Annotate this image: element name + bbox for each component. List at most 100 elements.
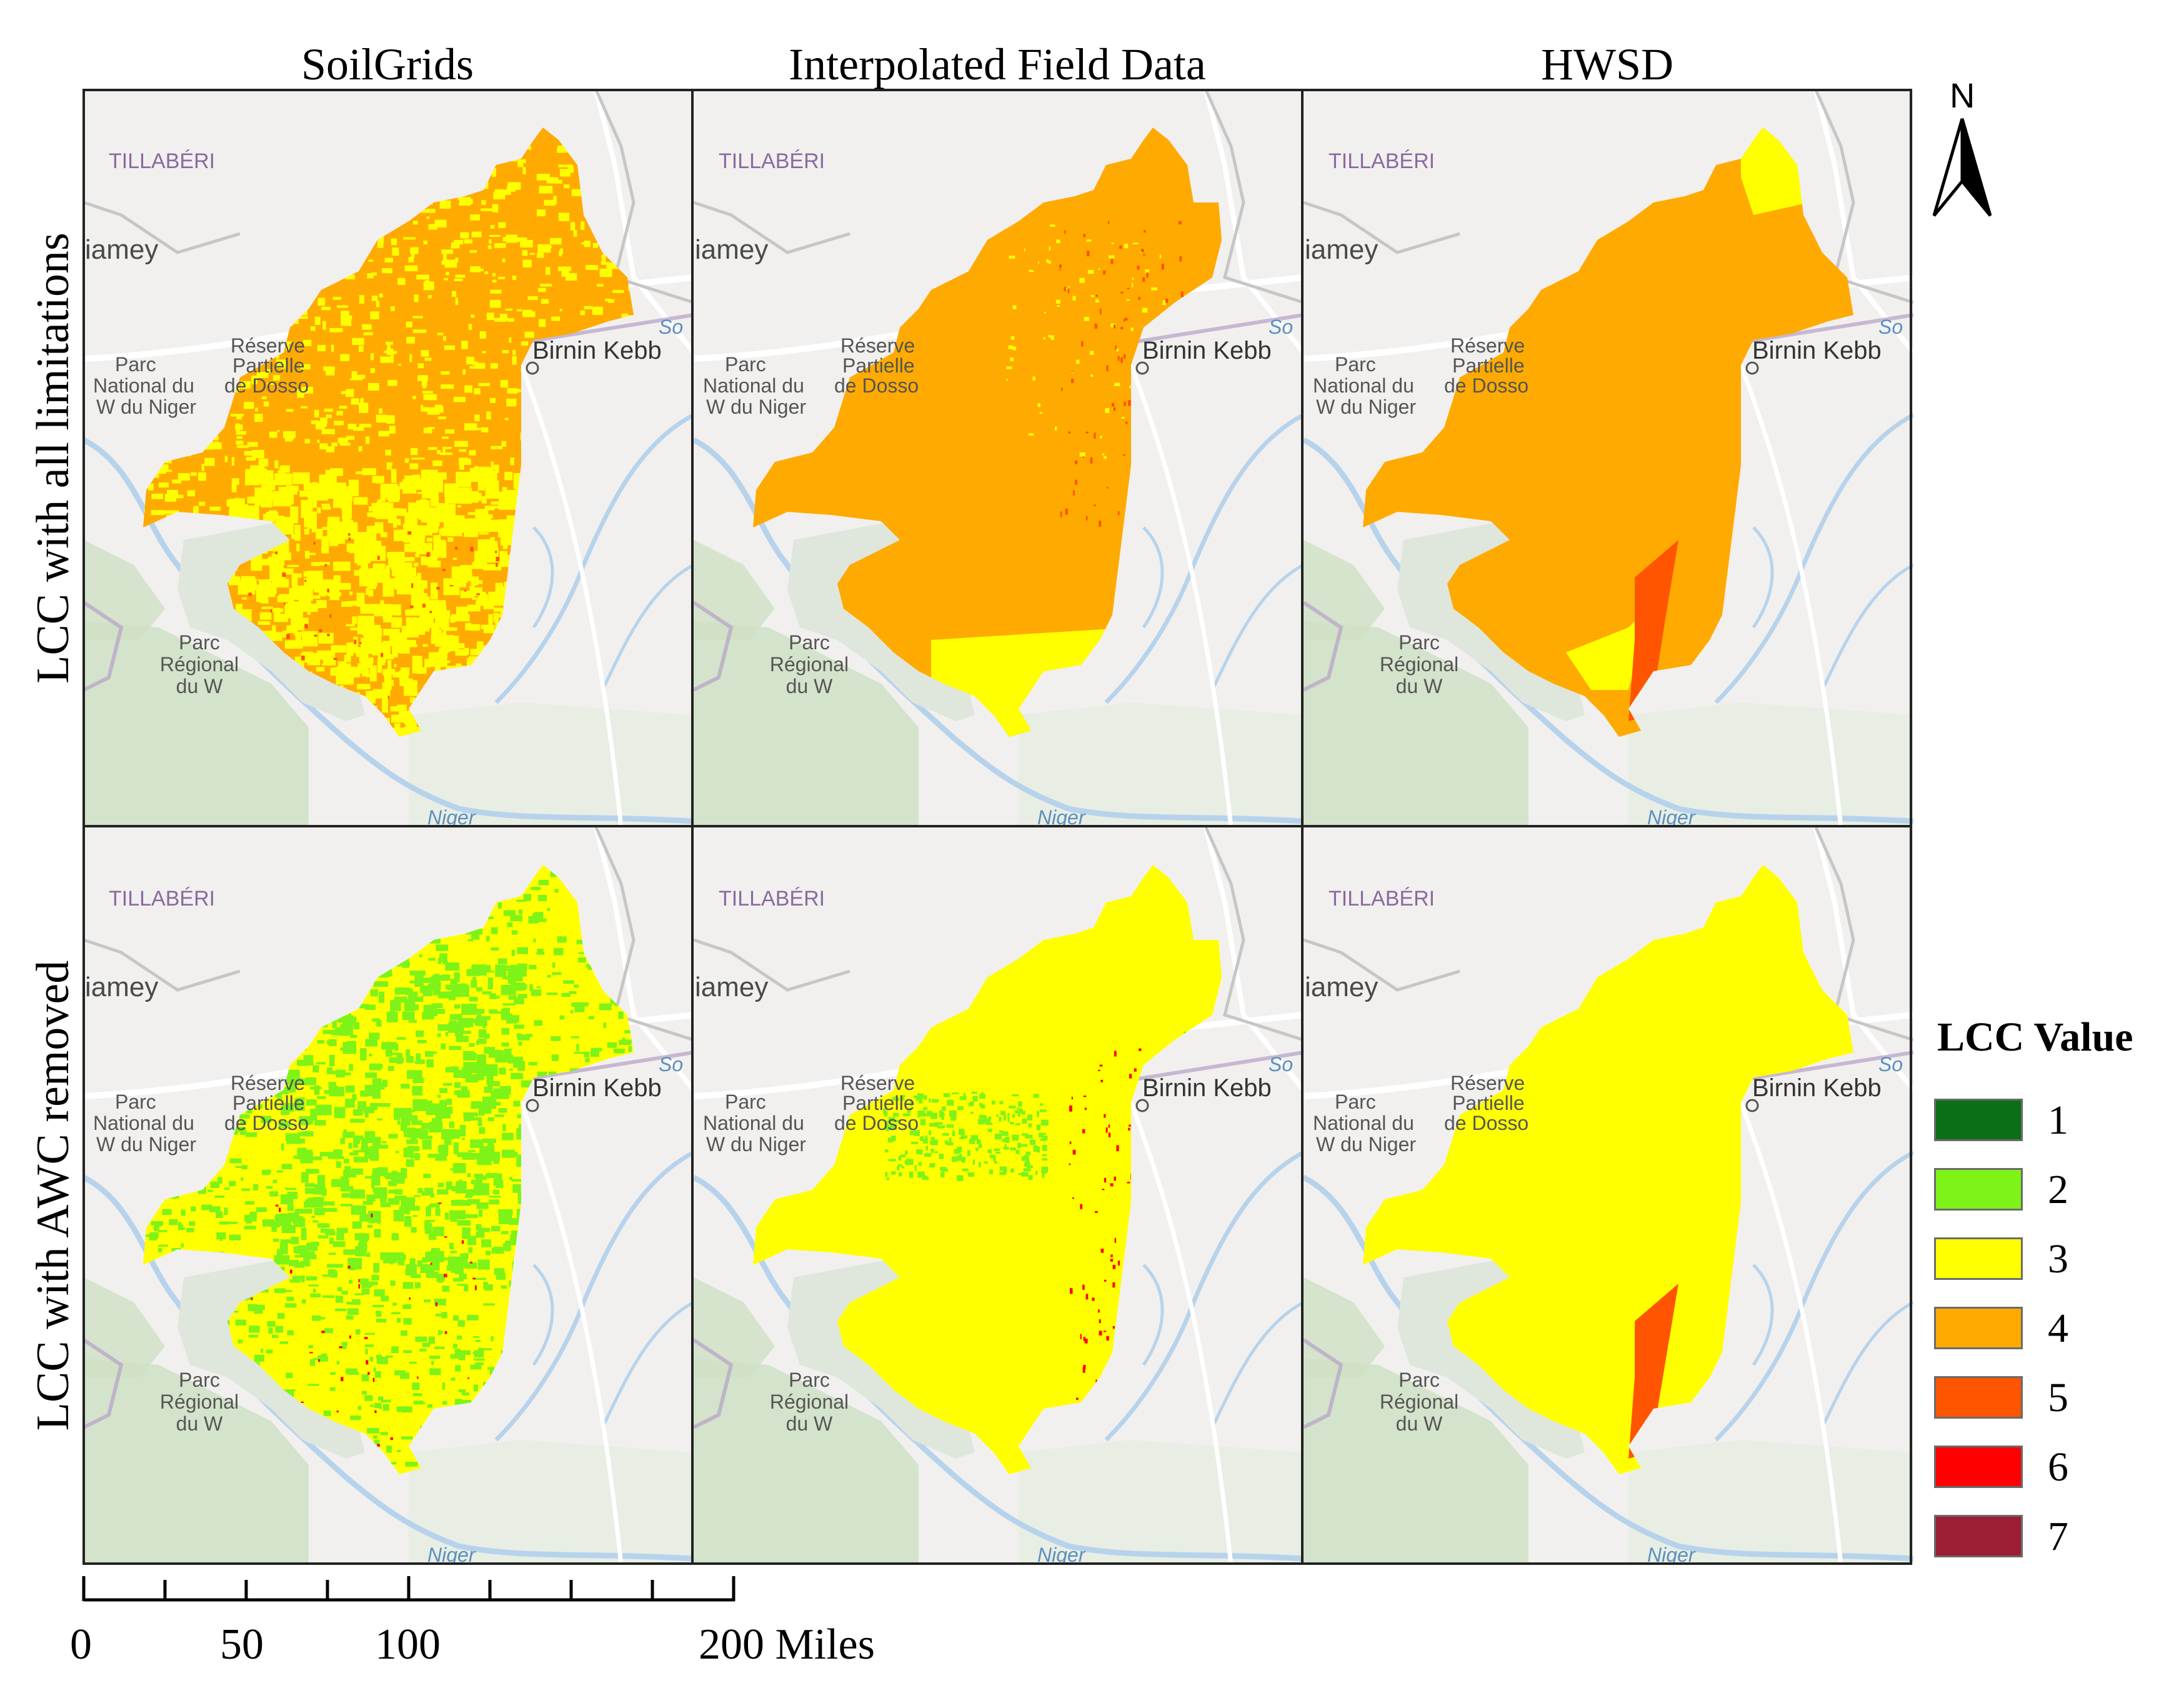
regional-park-label-line3: du W — [1396, 675, 1443, 697]
column-title-hwsd: HWSD — [1541, 39, 1673, 89]
row-label-awc-removed: LCC with AWC removed — [27, 960, 79, 1431]
city-label-birnin-kebbi: Birnin Kebb — [1752, 1074, 1882, 1102]
reserve-label-line2: Partielle — [1452, 354, 1525, 377]
river-label-niger: Niger — [427, 806, 476, 827]
reserve-label-line3: de Dosso — [1444, 374, 1528, 397]
scale-label-200: 200 Miles — [699, 1621, 875, 1669]
reserve-label-line2: Partielle — [842, 1092, 915, 1114]
row-label-all-limitations: LCC with all limitations — [27, 232, 79, 684]
regional-park-label-line3: du W — [176, 1412, 223, 1435]
region-label: TILLABÉRI — [1329, 149, 1435, 173]
regional-park-label-line2: Régional — [1380, 653, 1458, 676]
reserve-label-line1: Réserve — [1450, 1072, 1525, 1094]
city-marker-icon — [1745, 1099, 1759, 1112]
legend-label: 2 — [2048, 1167, 2068, 1212]
legend-swatch — [1934, 1237, 2023, 1280]
regional-park-label-line3: du W — [1396, 1412, 1443, 1435]
park-label-line1: Parc — [115, 1091, 156, 1113]
city-label-niamey: iamey — [695, 234, 768, 265]
reserve-label-line2: Partielle — [232, 1092, 305, 1114]
regional-park-label-line1: Parc — [1399, 1369, 1440, 1391]
city-label-niamey: iamey — [85, 972, 158, 1002]
legend-item-1: 1 — [1934, 1092, 2172, 1149]
legend-swatch — [1934, 1446, 2023, 1488]
park-label-line2: National du — [703, 374, 804, 397]
city-label-niamey: iamey — [1305, 972, 1378, 1002]
city-label-birnin-kebbi: Birnin Kebb — [532, 337, 662, 364]
park-label-line3: W du Niger — [706, 396, 806, 418]
river-label-sokoto: So — [659, 1053, 683, 1076]
park-label-line2: National du — [1313, 374, 1414, 397]
legend-item-5: 5 — [1934, 1370, 2172, 1426]
reserve-label-line2: Partielle — [232, 354, 305, 377]
reserve-label-line3: de Dosso — [224, 374, 309, 397]
reserve-label-line1: Réserve — [231, 1072, 305, 1094]
reserve-label-line3: de Dosso — [1444, 1112, 1528, 1134]
park-label-line3: W du Niger — [96, 396, 196, 418]
legend-label: 1 — [2048, 1097, 2068, 1143]
regional-park-label-line1: Parc — [1399, 631, 1440, 654]
column-title-interpolated: Interpolated Field Data — [789, 39, 1206, 89]
park-label-line1: Parc — [725, 1091, 766, 1113]
scale-label-0: 0 — [70, 1621, 92, 1669]
regional-park-label-line1: Parc — [789, 631, 830, 654]
reserve-label-line1: Réserve — [840, 1072, 915, 1094]
map-panel-r2c1: TILLABÉRI iamey Birnin Kebb So Niger Parc Nati… — [84, 827, 694, 1565]
legend-label: 5 — [2048, 1375, 2068, 1421]
legend-swatch — [1934, 1307, 2023, 1349]
city-marker-icon — [526, 361, 539, 375]
river-label-sokoto: So — [1269, 1053, 1293, 1076]
region-label: TILLABÉRI — [719, 887, 825, 911]
reserve-label-line1: Réserve — [231, 334, 305, 357]
river-label-sokoto: So — [659, 316, 683, 338]
region-label: TILLABÉRI — [1329, 887, 1435, 911]
regional-park-label-line3: du W — [786, 675, 833, 697]
panel-divider — [82, 825, 1912, 827]
city-label-birnin-kebbi: Birnin Kebb — [1142, 337, 1272, 364]
legend-item-4: 4 — [1934, 1301, 2172, 1357]
park-label-line1: Parc — [1335, 353, 1376, 376]
scale-bar — [82, 1576, 735, 1602]
reserve-label-line1: Réserve — [1450, 334, 1525, 357]
park-label-line2: National du — [93, 374, 194, 397]
park-label-line2: National du — [93, 1112, 194, 1134]
legend-label: 4 — [2048, 1306, 2068, 1351]
regional-park-label-line1: Parc — [179, 1369, 220, 1391]
city-marker-icon — [1135, 1099, 1149, 1112]
park-label-line3: W du Niger — [1316, 1133, 1416, 1156]
city-label-niamey: iamey — [85, 234, 158, 265]
park-label-line1: Parc — [115, 353, 156, 376]
map-panel-r1c3: TILLABÉRI iamey Birnin Kebb So Niger Parc Nati… — [1304, 90, 1913, 827]
legend-label: 6 — [2048, 1444, 2068, 1490]
river-label-niger: Niger — [427, 1544, 476, 1565]
city-marker-icon — [526, 1099, 539, 1112]
park-label-line2: National du — [1313, 1112, 1414, 1134]
region-label: TILLABÉRI — [719, 149, 825, 173]
regional-park-label-line1: Parc — [179, 631, 220, 654]
river-label-niger: Niger — [1647, 1544, 1696, 1565]
reserve-label-line1: Réserve — [840, 334, 915, 357]
scale-label-100: 100 — [375, 1621, 441, 1669]
map-panel-r2c3: TILLABÉRI iamey Birnin Kebb So Niger Parc Nati… — [1304, 827, 1913, 1565]
region-label: TILLABÉRI — [109, 149, 215, 173]
legend-title: LCC Value — [1937, 1014, 2133, 1060]
river-label-sokoto: So — [1878, 316, 1903, 338]
legend-swatch — [1934, 1168, 2023, 1211]
regional-park-label-line3: du W — [176, 675, 223, 697]
legend-item-6: 6 — [1934, 1439, 2172, 1496]
reserve-label-line3: de Dosso — [224, 1112, 309, 1134]
regional-park-label-line2: Régional — [160, 1391, 239, 1413]
reserve-label-line3: de Dosso — [834, 374, 919, 397]
regional-park-label-line2: Régional — [160, 653, 239, 676]
region-label: TILLABÉRI — [109, 887, 215, 911]
city-marker-icon — [1135, 361, 1149, 375]
river-label-sokoto: So — [1269, 316, 1293, 338]
river-label-niger: Niger — [1037, 806, 1086, 827]
park-label-line3: W du Niger — [1316, 396, 1416, 418]
column-title-soilgrids: SoilGrids — [301, 39, 474, 89]
map-panel-r1c2: TILLABÉRI iamey Birnin Kebb So Niger Parc Nati… — [694, 90, 1304, 827]
